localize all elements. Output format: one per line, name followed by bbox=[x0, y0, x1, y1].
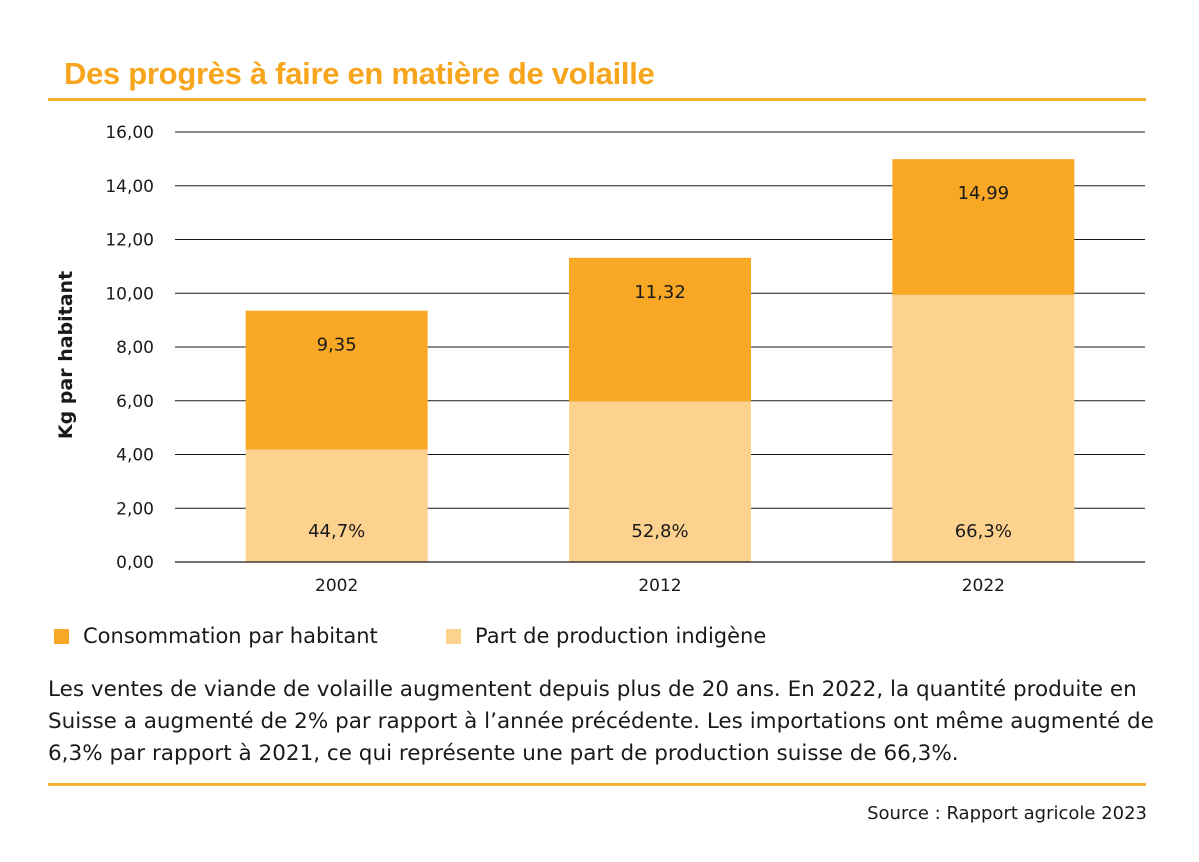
y-tick-label: 0,00 bbox=[116, 553, 154, 573]
bar-domestic bbox=[245, 449, 428, 562]
legend-swatch-consumption bbox=[54, 628, 69, 644]
bar-total-label: 9,35 bbox=[317, 335, 357, 356]
title-divider bbox=[48, 98, 1146, 101]
y-tick-label: 16,00 bbox=[105, 123, 154, 143]
bar-chart: 0,00 2,00 4,00 6,00 8,00 10,00 12,00 14,00 16,00… bbox=[55, 123, 1145, 596]
y-tick-label: 8,00 bbox=[116, 338, 154, 358]
chart-title: Des progrès à faire en matière de volail… bbox=[64, 56, 655, 91]
bar-total-label: 14,99 bbox=[958, 183, 1010, 204]
bar-share-label: 44,7% bbox=[308, 521, 365, 542]
y-axis-label: Kg par habitant bbox=[55, 271, 77, 439]
x-tick-label: 2022 bbox=[962, 576, 1005, 596]
footer-divider bbox=[48, 783, 1146, 786]
y-tick-label: 12,00 bbox=[105, 231, 154, 251]
x-tick-label: 2012 bbox=[638, 576, 681, 596]
legend-swatch-domestic bbox=[446, 628, 461, 644]
legend-item-consumption: Consommation par habitant bbox=[54, 624, 378, 648]
bar-total-label: 11,32 bbox=[634, 282, 686, 303]
bar-consumption bbox=[245, 310, 428, 450]
bar-domestic bbox=[569, 401, 751, 562]
y-tick-label: 4,00 bbox=[116, 446, 154, 466]
y-tick-label: 14,00 bbox=[105, 177, 154, 197]
y-tick-label: 6,00 bbox=[116, 392, 154, 412]
bar-consumption bbox=[892, 159, 1075, 295]
y-tick-label: 2,00 bbox=[116, 499, 154, 519]
y-tick-label: 10,00 bbox=[105, 284, 154, 304]
caption-text: Les ventes de viande de volaille augment… bbox=[48, 677, 1154, 766]
bar-share-label: 66,3% bbox=[955, 521, 1012, 542]
legend-label-domestic: Part de production indigène bbox=[475, 624, 767, 648]
bar-domestic bbox=[892, 294, 1075, 562]
x-tick-label: 2002 bbox=[315, 576, 358, 596]
legend-label-consumption: Consommation par habitant bbox=[83, 624, 378, 648]
bar-share-label: 52,8% bbox=[631, 521, 688, 542]
source-note: Source : Rapport agricole 2023 bbox=[867, 803, 1147, 824]
legend: Consommation par habitant Part de produc… bbox=[48, 624, 848, 654]
bar-consumption bbox=[569, 257, 751, 402]
legend-item-domestic: Part de production indigène bbox=[446, 624, 766, 648]
